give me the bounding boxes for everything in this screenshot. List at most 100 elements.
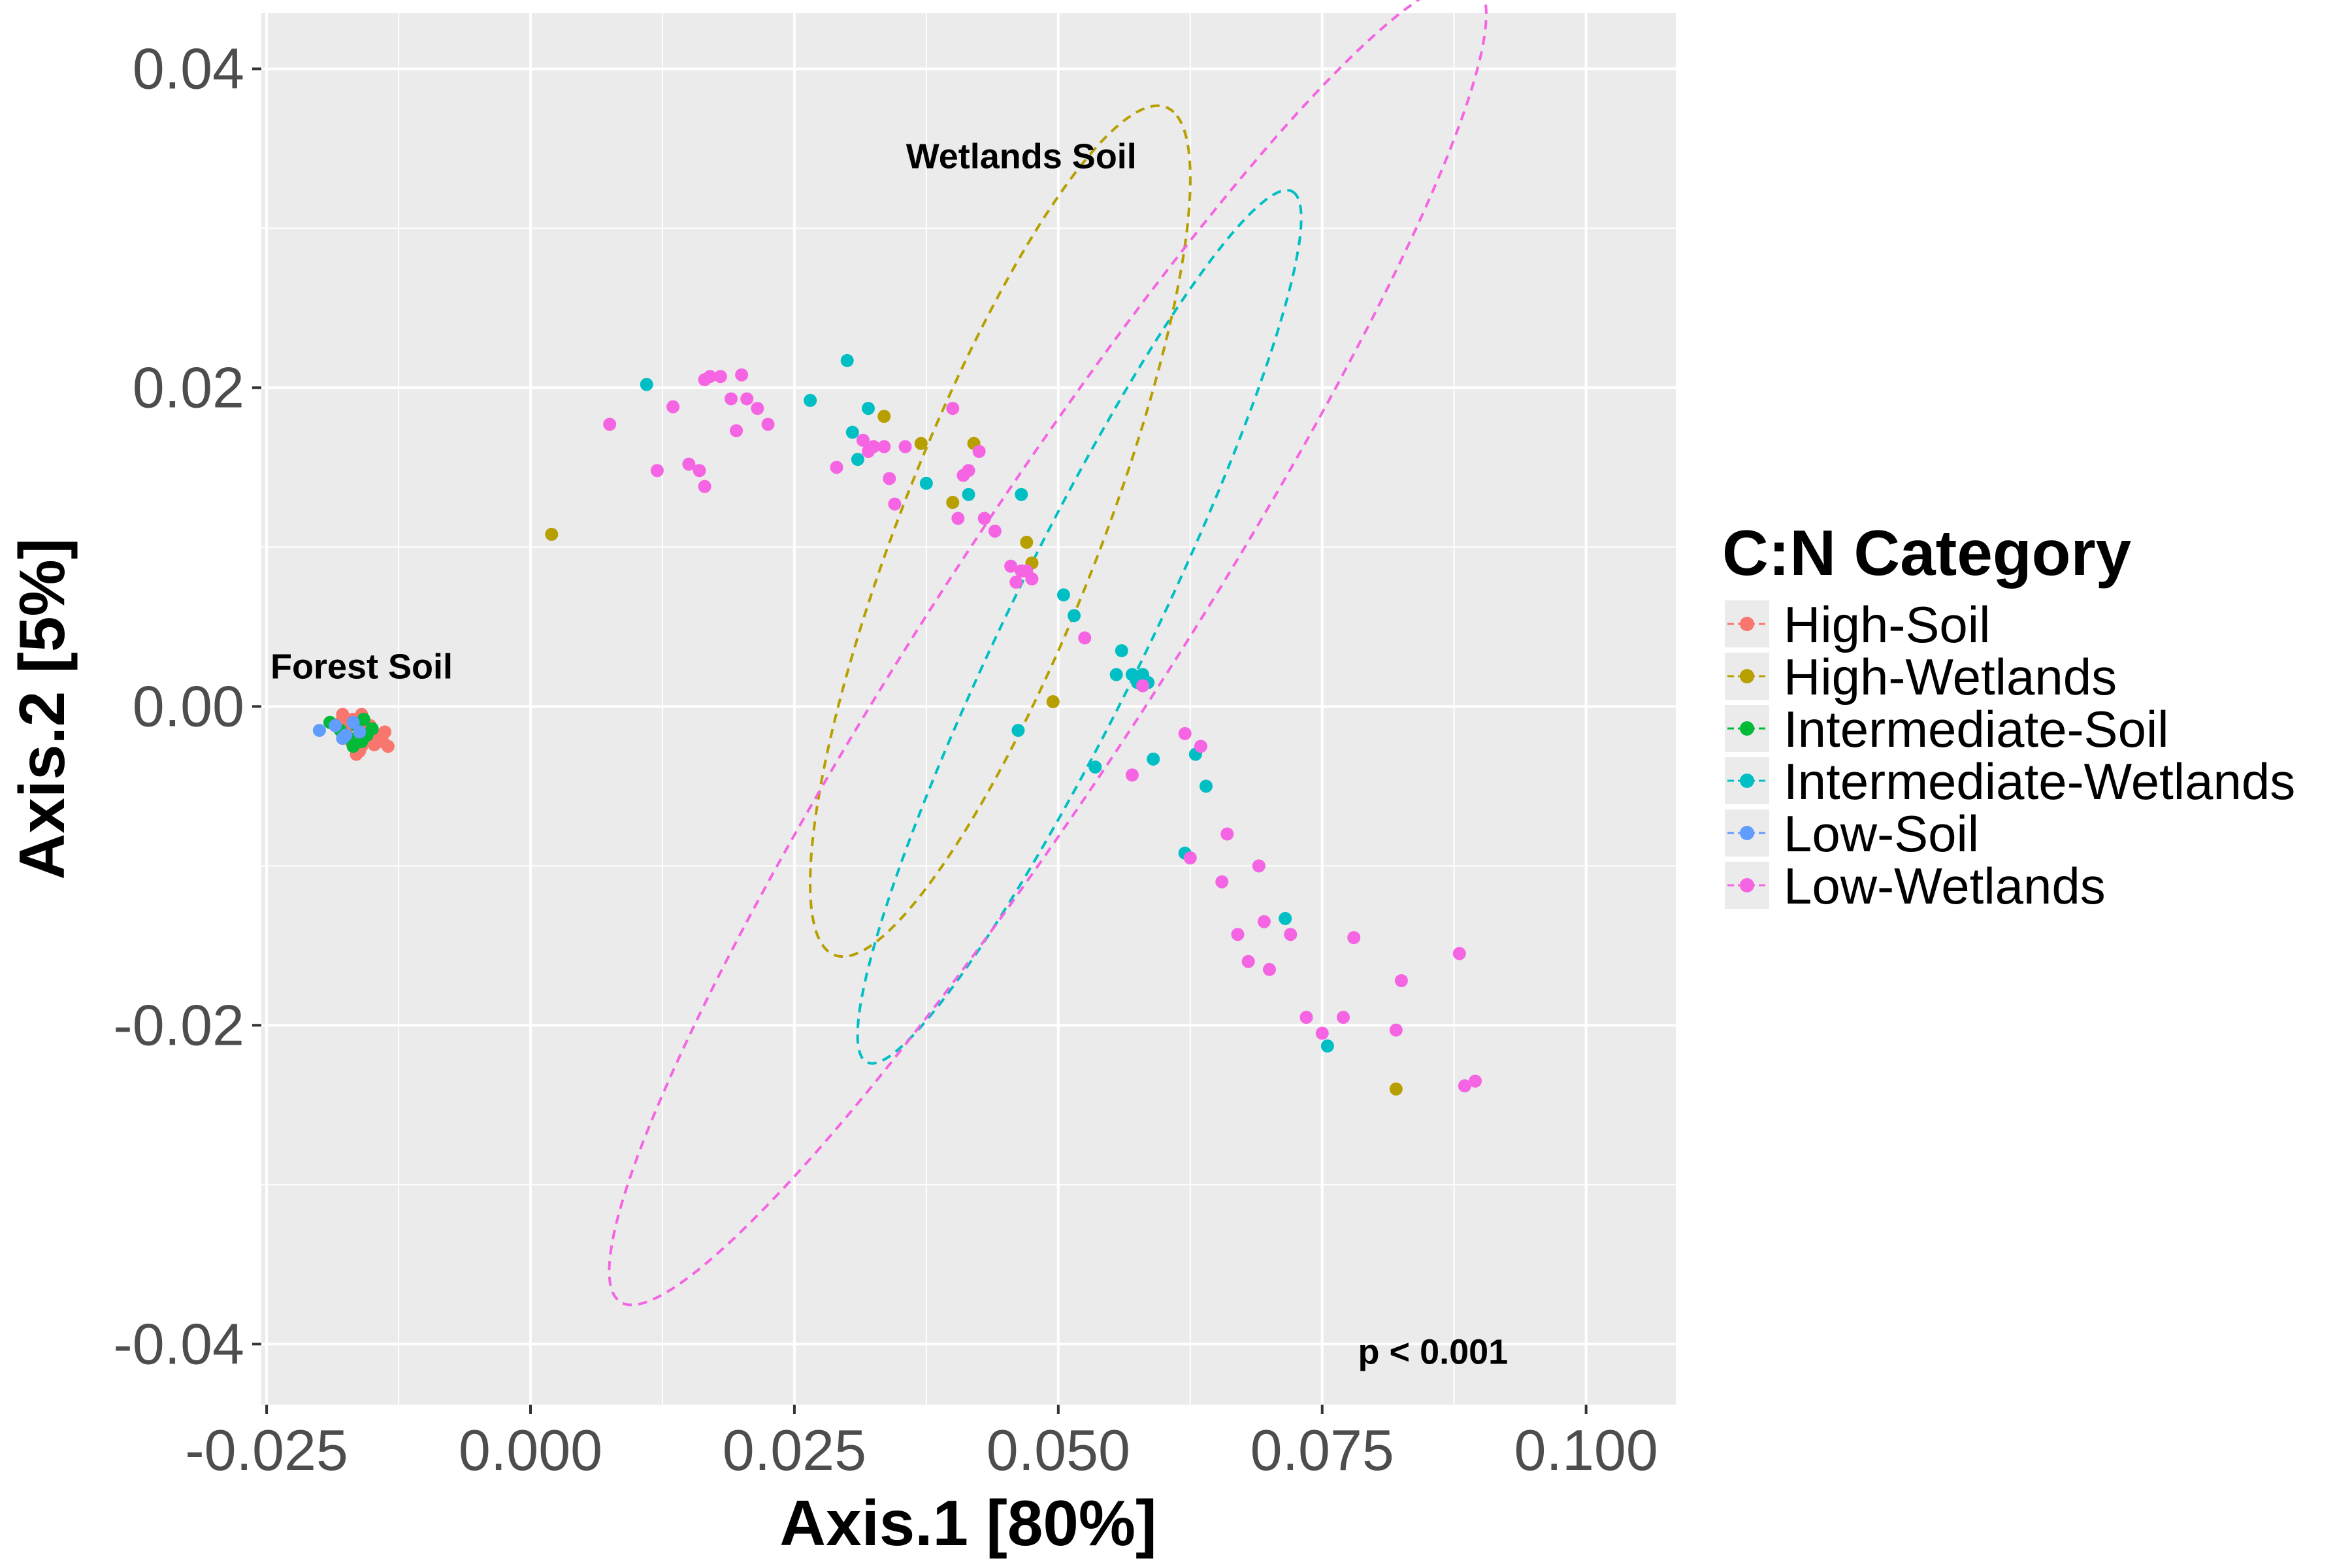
data-point	[830, 461, 843, 474]
data-point	[312, 723, 326, 737]
data-point	[1147, 752, 1160, 766]
data-point	[1299, 1011, 1313, 1024]
y-tick-label: -0.02	[113, 992, 244, 1057]
data-point	[1389, 1023, 1403, 1037]
y-tick-label: 0.02	[133, 355, 244, 419]
data-point	[1068, 609, 1081, 623]
data-point	[730, 424, 743, 438]
legend-key-point	[1740, 617, 1754, 631]
data-point	[378, 725, 392, 739]
data-point	[713, 370, 727, 384]
data-point	[1109, 668, 1123, 681]
data-point	[1025, 572, 1039, 586]
data-point	[951, 512, 965, 525]
data-point	[1458, 1079, 1471, 1093]
data-point	[851, 453, 864, 466]
data-point	[1020, 536, 1034, 549]
axes: -0.025 0.000 0.025 0.050 0.075 0.100 -0.04 -0.0…	[113, 36, 1658, 1482]
x-tick-label: -0.025	[185, 1418, 348, 1482]
data-point	[329, 719, 342, 732]
x-tick-label: 0.100	[1514, 1418, 1658, 1482]
x-tick-label: 0.000	[459, 1418, 602, 1482]
legend-key-point	[1740, 826, 1754, 840]
x-tick-label: 0.025	[723, 1418, 866, 1482]
data-point	[1011, 723, 1025, 737]
legend-item-low-wetlands: Low-Wetlands	[1725, 857, 2106, 915]
legend-item-high-wetlands: High-Wetlands	[1725, 648, 2117, 706]
legend-items: High-SoilHigh-WetlandsIntermediate-SoilI…	[1725, 596, 2295, 915]
legend-label: Low-Soil	[1784, 805, 1979, 862]
data-point	[666, 400, 680, 414]
data-point	[919, 476, 933, 490]
legend-key-point	[1740, 669, 1754, 683]
series-intermediate-wetlands	[640, 353, 1334, 1053]
legend-item-intermediate-wetlands: Intermediate-Wetlands	[1725, 753, 2295, 810]
legend-label: Intermediate-Soil	[1784, 700, 2169, 758]
data-point	[1452, 947, 1466, 960]
data-point	[1136, 679, 1150, 693]
data-point	[972, 444, 986, 458]
data-point	[365, 722, 379, 736]
legend-key-point	[1740, 774, 1754, 788]
data-point	[693, 464, 706, 478]
data-point	[1320, 1039, 1334, 1053]
legend-item-low-soil: Low-Soil	[1725, 805, 1979, 862]
series-low-wetlands	[603, 368, 1482, 1093]
data-point	[1241, 955, 1255, 968]
y-axis-title: Axis.2 [5%]	[6, 538, 78, 880]
data-point	[698, 480, 711, 493]
data-point	[640, 378, 653, 391]
data-point	[1389, 1082, 1403, 1096]
y-tick-label: 0.04	[133, 36, 244, 101]
x-axis-title: Axis.1 [80%]	[779, 1487, 1156, 1559]
data-point	[856, 433, 870, 447]
data-point	[1394, 973, 1408, 987]
data-point	[1279, 911, 1292, 925]
data-point	[877, 440, 891, 453]
y-tick-label: 0.00	[133, 674, 244, 738]
data-point	[703, 370, 717, 384]
data-point	[1056, 588, 1070, 602]
plot-panel-background	[261, 13, 1676, 1405]
legend-item-high-soil: High-Soil	[1725, 596, 1990, 653]
legend-key-point	[1740, 878, 1754, 892]
data-point	[682, 457, 696, 471]
data-point	[1337, 1011, 1350, 1024]
legend-key-point	[1740, 721, 1754, 736]
legend-label: High-Wetlands	[1784, 648, 2117, 706]
data-point	[1046, 695, 1060, 709]
data-point	[1125, 768, 1139, 782]
legend: C:N Category High-SoilHigh-WetlandsInter…	[1722, 517, 2295, 915]
data-point	[1200, 779, 1213, 793]
data-point	[1215, 875, 1229, 889]
data-point	[1469, 1074, 1482, 1088]
data-point	[1115, 644, 1128, 657]
data-point	[962, 487, 975, 501]
x-tick-label: 0.050	[987, 1418, 1130, 1482]
data-point	[346, 740, 360, 753]
data-point	[724, 392, 738, 406]
ellipse-low-wetlands	[608, 0, 1488, 1307]
data-point	[1252, 859, 1266, 873]
series-low-soil	[312, 715, 367, 745]
data-points	[312, 353, 1482, 1096]
data-point	[751, 402, 764, 416]
data-point	[740, 392, 754, 406]
data-point	[845, 425, 859, 439]
data-point	[862, 402, 875, 416]
grid-lines	[261, 13, 1676, 1405]
data-point	[946, 496, 960, 510]
data-point	[336, 732, 350, 745]
data-point	[735, 368, 749, 382]
data-point	[1009, 576, 1023, 589]
data-point	[1262, 962, 1276, 976]
data-point	[1088, 760, 1102, 774]
data-point	[357, 712, 370, 726]
legend-item-intermediate-soil: Intermediate-Soil	[1725, 700, 2169, 758]
annotation-forest-soil: Forest Soil	[270, 647, 453, 686]
data-point	[804, 393, 817, 407]
data-point	[1220, 827, 1234, 841]
data-point	[650, 464, 664, 478]
data-point	[988, 524, 1002, 538]
legend-label: Low-Wetlands	[1784, 857, 2106, 915]
